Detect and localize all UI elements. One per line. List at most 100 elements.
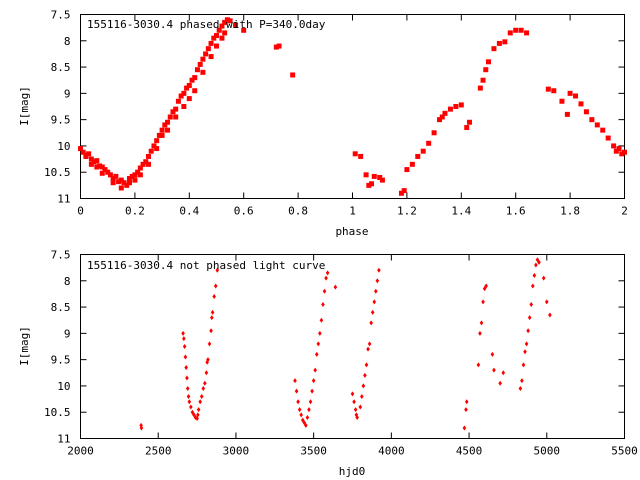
data-point xyxy=(151,143,157,149)
data-point xyxy=(118,177,124,183)
data-point xyxy=(204,370,209,376)
data-point xyxy=(573,93,579,99)
data-point xyxy=(526,328,530,334)
data-point xyxy=(186,82,192,88)
data-point xyxy=(83,153,89,159)
axis-ticks xyxy=(80,14,625,199)
data-point xyxy=(143,159,149,165)
data-point xyxy=(182,336,186,342)
data-point xyxy=(481,299,485,305)
data-point xyxy=(544,299,549,305)
data-point xyxy=(211,35,217,41)
data-point xyxy=(502,39,508,45)
data-point xyxy=(314,351,319,357)
data-point xyxy=(146,153,151,159)
data-point xyxy=(113,173,119,179)
x-tick-labels: 2000 2500 3000 3500 4000 4500 5000 5500 xyxy=(67,445,638,458)
data-point xyxy=(377,267,381,273)
data-point xyxy=(99,164,105,170)
data-point xyxy=(310,388,314,394)
data-point xyxy=(107,172,113,178)
data-point xyxy=(137,172,143,178)
data-point xyxy=(205,46,211,52)
data-point xyxy=(352,399,356,405)
y-tick-label: 9.5 xyxy=(51,354,71,367)
data-point xyxy=(213,283,218,289)
y-tick-label: 7.5 xyxy=(51,9,71,22)
data-point xyxy=(313,367,317,373)
data-point xyxy=(398,190,404,196)
data-point xyxy=(203,51,209,57)
data-point xyxy=(140,161,146,167)
x-tick-label: 0.8 xyxy=(288,205,308,218)
data-point xyxy=(350,391,355,397)
data-point xyxy=(458,102,464,108)
data-point xyxy=(513,27,519,33)
data-point xyxy=(534,262,538,268)
data-point xyxy=(305,414,310,420)
data-point xyxy=(484,283,488,289)
data-point xyxy=(156,132,162,138)
data-point xyxy=(201,386,206,392)
data-point xyxy=(498,380,502,386)
data-point xyxy=(559,98,565,104)
data-point xyxy=(600,127,606,133)
data-point xyxy=(233,22,239,28)
y-axis-label: I[mag] xyxy=(18,86,31,126)
data-point xyxy=(175,98,181,104)
data-point xyxy=(420,148,426,154)
data-point xyxy=(613,148,619,154)
data-point xyxy=(297,407,302,413)
data-point xyxy=(294,388,299,394)
data-point xyxy=(118,185,124,191)
data-point xyxy=(182,344,187,349)
y-tick-label: 9 xyxy=(64,87,71,100)
x-tick-label: 5500 xyxy=(611,445,638,458)
data-point xyxy=(464,407,468,413)
x-tick-label: 1 xyxy=(349,205,356,218)
x-tick-label: 0 xyxy=(77,205,84,218)
data-point xyxy=(116,179,122,185)
data-point xyxy=(181,104,187,109)
data-point xyxy=(527,315,532,321)
data-point xyxy=(302,420,307,426)
x-tick-label: 3500 xyxy=(300,445,327,458)
data-point xyxy=(431,130,437,136)
plot-frame xyxy=(80,14,625,199)
data-point xyxy=(80,149,86,155)
x-tick-label: 1.8 xyxy=(560,205,580,218)
data-point xyxy=(375,278,380,284)
data-point xyxy=(192,75,198,81)
data-point xyxy=(276,43,282,49)
data-point xyxy=(374,288,378,294)
data-point xyxy=(532,273,537,279)
data-point xyxy=(464,125,470,131)
data-point xyxy=(195,416,199,422)
y-tick-label: 10.5 xyxy=(44,166,71,179)
data-point xyxy=(132,172,138,178)
data-point xyxy=(352,151,358,157)
data-point xyxy=(209,328,213,334)
data-point xyxy=(183,354,188,360)
data-point xyxy=(181,90,187,96)
data-point xyxy=(492,367,496,373)
data-point xyxy=(148,148,154,154)
data-point xyxy=(154,146,160,152)
data-point xyxy=(353,407,358,413)
data-point xyxy=(477,85,483,91)
data-point xyxy=(222,30,228,36)
data-point xyxy=(224,17,230,23)
data-point xyxy=(501,370,506,376)
data-point xyxy=(370,309,375,315)
y-axis-label: I[mag] xyxy=(18,326,31,366)
data-point xyxy=(476,362,481,368)
y-tick-label: 8.5 xyxy=(51,61,71,74)
x-tick-label: 5000 xyxy=(534,445,561,458)
x-tick-label: 0.6 xyxy=(234,205,254,218)
y-tick-label: 10 xyxy=(57,140,70,153)
y-tick-label: 11 xyxy=(57,433,70,446)
x-axis-label: hjd0 xyxy=(339,465,366,478)
data-point xyxy=(88,156,94,162)
data-point xyxy=(208,54,214,60)
